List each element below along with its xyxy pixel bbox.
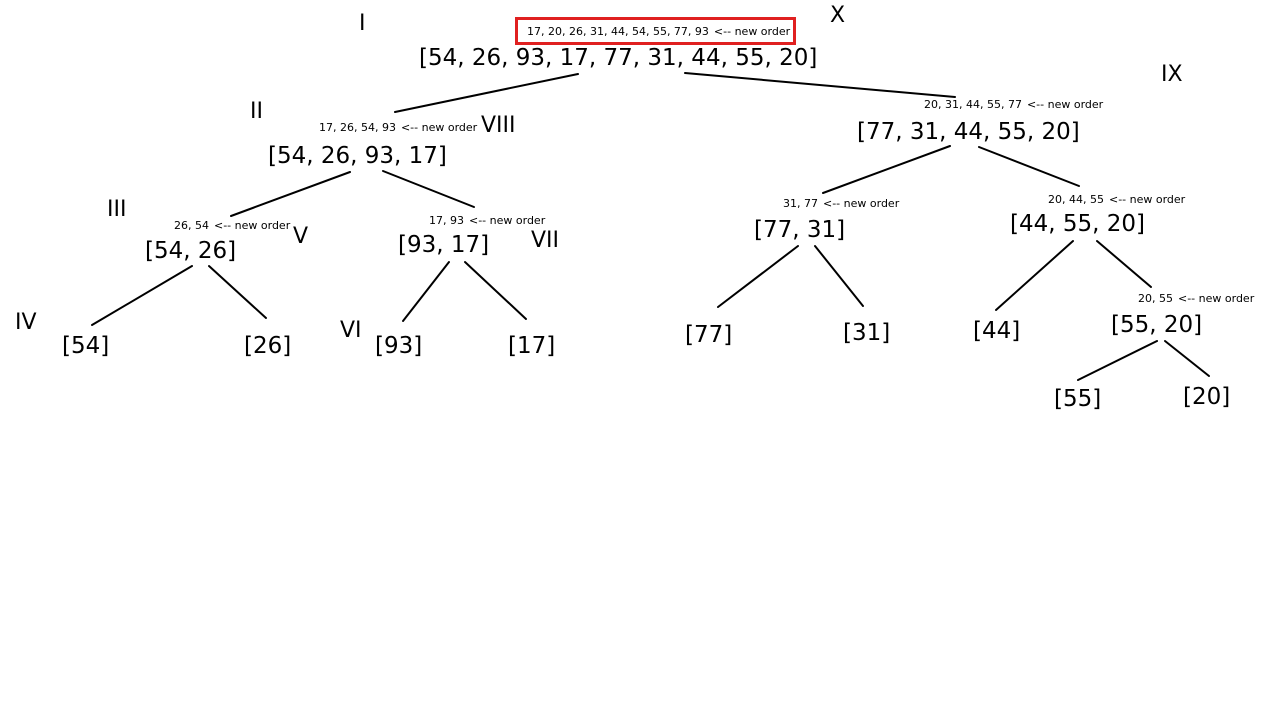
leaf-77: [77] — [685, 322, 733, 348]
order-values: 20, 31, 44, 55, 77 — [924, 98, 1022, 111]
edge-left-ll — [230, 171, 351, 217]
node-left: [54, 26, 93, 17] — [268, 143, 447, 169]
step-label-6: VI — [340, 318, 362, 343]
leaf-44: [44] — [973, 318, 1021, 344]
result-highlight-box — [515, 17, 796, 45]
edge-rl-rlr — [814, 245, 864, 307]
step-label-4: IV — [15, 310, 37, 335]
edge-rr-rrr — [1096, 240, 1152, 288]
leaf-26: [26] — [244, 333, 292, 359]
order-note-right: 20, 31, 44, 55, 77 <-- new order — [924, 99, 1103, 110]
leaf-93: [93] — [375, 333, 423, 359]
order-values: 20, 55 — [1138, 292, 1173, 305]
edge-rr-rrl — [995, 240, 1074, 311]
leaf-54: [54] — [62, 333, 110, 359]
order-values: 31, 77 — [783, 197, 818, 210]
new-order-arrow: <-- new order — [214, 219, 291, 232]
edge-rl-rll — [717, 245, 799, 308]
order-note-ll: 26, 54 <-- new order — [174, 220, 290, 231]
edge-ll-lll — [91, 265, 193, 326]
edge-right-rr — [978, 146, 1080, 187]
new-order-arrow: <-- new order — [400, 121, 478, 134]
edge-right-rl — [822, 145, 951, 194]
order-values: 17, 93 — [429, 214, 464, 227]
new-order-arrow: <-- new order — [823, 197, 900, 210]
node-right-right: [44, 55, 20] — [1010, 211, 1145, 237]
order-values: 17, 20, 26, 31, 44, 54, 55, 77, 93 — [527, 25, 709, 38]
order-note-root: 17, 20, 26, 31, 44, 54, 55, 77, 93 <-- ne… — [527, 26, 790, 37]
step-label-2: II — [250, 99, 263, 124]
step-label-3: III — [107, 197, 127, 222]
edge-rrr-rrrl — [1077, 340, 1158, 381]
leaf-31: [31] — [843, 320, 891, 346]
node-left-right: [93, 17] — [398, 232, 490, 258]
edge-ll-llr — [208, 265, 267, 319]
edge-lr-lrl — [402, 261, 450, 322]
order-values: 20, 44, 55 — [1048, 193, 1104, 206]
new-order-arrow: <-- new order — [1026, 98, 1104, 111]
node-right: [77, 31, 44, 55, 20] — [857, 119, 1080, 145]
new-order-arrow: <-- new order — [1108, 193, 1186, 206]
new-order-arrow: <-- new order — [713, 25, 791, 38]
node-right-left: [77, 31] — [754, 217, 846, 243]
order-note-left: 17, 26, 54, 93 <-- new order — [319, 122, 477, 133]
edge-left-lr — [382, 170, 475, 208]
step-label-10: X — [830, 3, 846, 28]
step-label-5: V — [293, 224, 309, 249]
leaf-17: [17] — [508, 333, 556, 359]
new-order-arrow: <-- new order — [1178, 292, 1255, 305]
order-note-rr: 20, 44, 55 <-- new order — [1048, 194, 1185, 205]
order-note-lr: 17, 93 <-- new order — [429, 215, 545, 226]
step-label-8: VIII — [481, 113, 516, 138]
step-label-9: IX — [1161, 62, 1183, 87]
order-values: 17, 26, 54, 93 — [319, 121, 396, 134]
new-order-arrow: <-- new order — [469, 214, 546, 227]
order-note-rl: 31, 77 <-- new order — [783, 198, 899, 209]
step-label-1: I — [359, 11, 366, 36]
order-note-rrr: 20, 55 <-- new order — [1138, 293, 1254, 304]
edge-root-left — [394, 73, 579, 113]
leaf-55: [55] — [1054, 386, 1102, 412]
leaf-20: [20] — [1183, 384, 1231, 410]
edge-lr-lrr — [464, 261, 527, 320]
node-left-left: [54, 26] — [145, 238, 237, 264]
node-55-20: [55, 20] — [1111, 312, 1203, 338]
edge-rrr-rrrr — [1164, 340, 1210, 377]
step-label-7: VII — [531, 228, 560, 253]
edge-root-right — [684, 72, 956, 98]
node-root: [54, 26, 93, 17, 77, 31, 44, 55, 20] — [419, 45, 818, 71]
order-values: 26, 54 — [174, 219, 209, 232]
